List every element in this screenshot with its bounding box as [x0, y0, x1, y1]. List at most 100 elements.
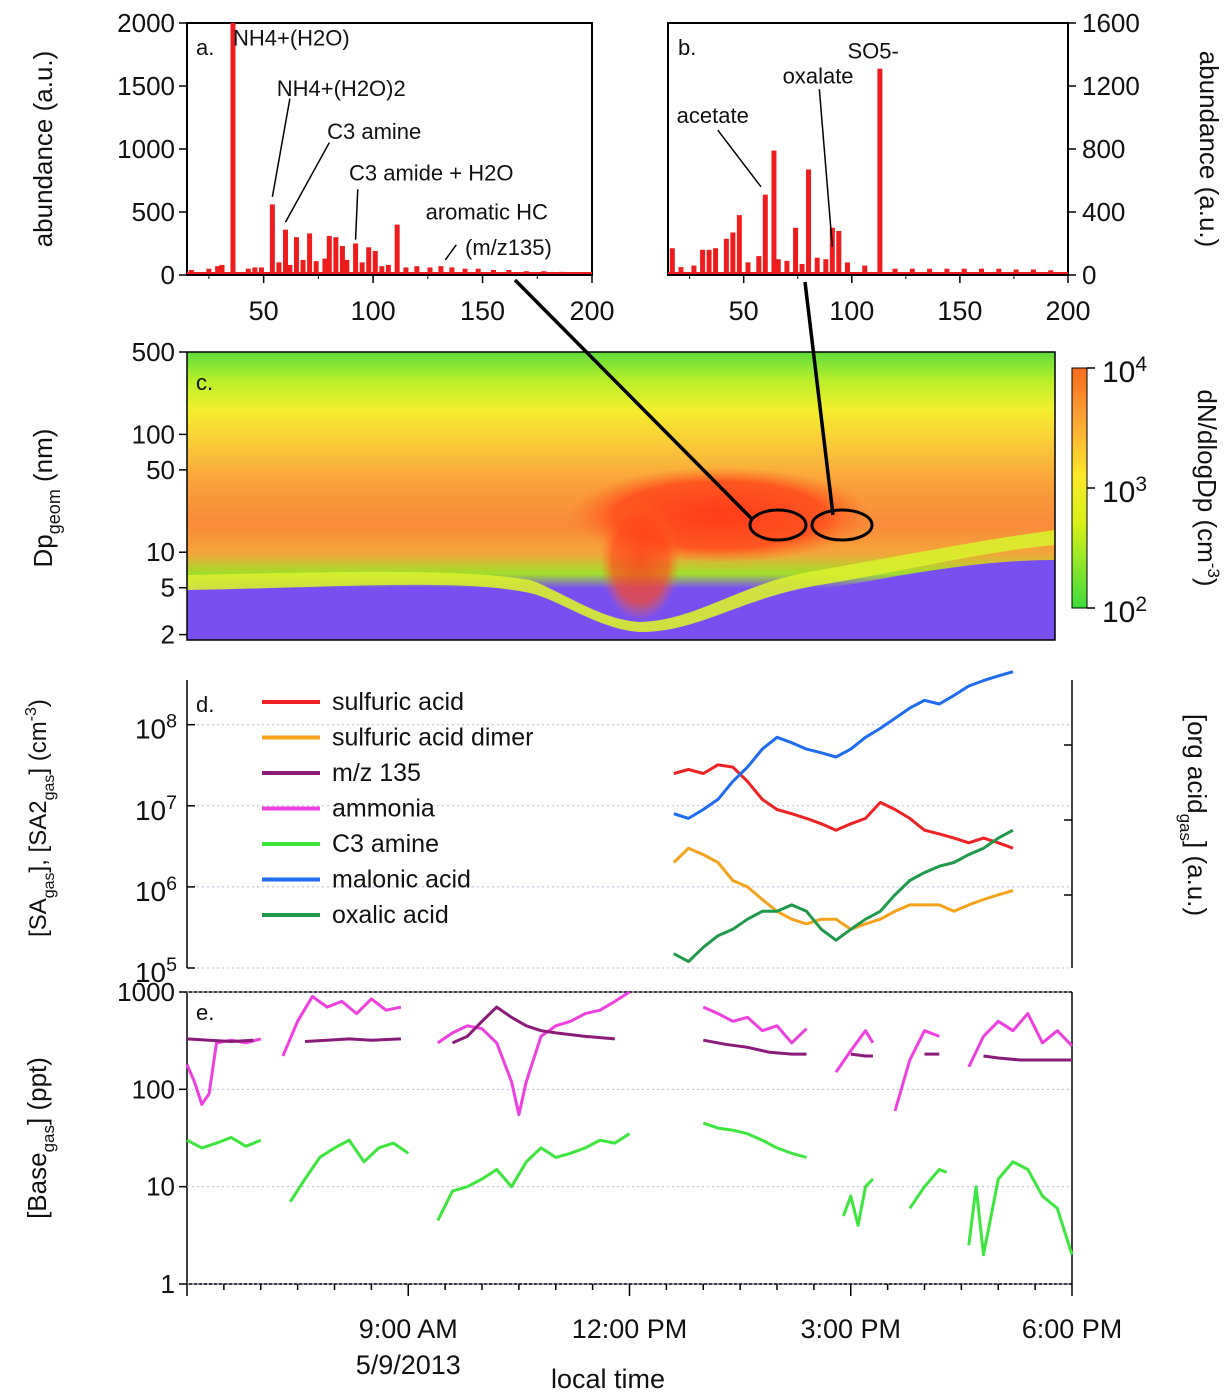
series-line-m-z-135-seg-4 — [850, 1052, 873, 1058]
series-line-m-z-135-seg-3 — [703, 1038, 807, 1056]
panel-b-bar-31 — [996, 268, 1002, 275]
panel-a-leader-1 — [284, 142, 330, 223]
panel-a-peak-label-4: aromatic HC — [426, 200, 548, 225]
panel-b-bar-7 — [730, 232, 736, 275]
panel-a-peak-label-0: NH4+(H2O) — [233, 26, 350, 51]
panel-b-bar-24 — [877, 68, 883, 275]
panel-a-peak-label-1: NH4+(H2O)2 — [277, 76, 406, 101]
panel-a-ytick-2: 1000 — [117, 134, 175, 164]
panel-b-bar-29 — [961, 268, 967, 275]
panel-b-xtick-2: 150 — [937, 296, 982, 326]
panel-d-label: d. — [196, 692, 214, 717]
panel-b-leader-0 — [717, 129, 762, 188]
panel-d-ylabel: [SAgas], [SA2gas] (cm-3) — [23, 699, 58, 937]
panel-b-bar-9 — [745, 262, 751, 275]
colorbar-tick-0: 102 — [1102, 593, 1147, 629]
panel-e-ytick-2: 100 — [132, 1074, 175, 1104]
panel-b-peak-label-2: acetate — [677, 103, 749, 128]
highlight-ellipse-1 — [748, 508, 808, 542]
panel-b-bar-15 — [793, 227, 799, 275]
panel-b-bar-11 — [762, 194, 768, 275]
x-tick-sublabel-0: 5/9/2013 — [356, 1350, 461, 1380]
series-line-ammonia-seg-0 — [185, 1037, 262, 1106]
panel-a-bar-19 — [339, 246, 345, 275]
panel-c: c. 2 5 10 50 100 500 Dpgeom (nm) 102 103 104 dN… — [28, 278, 1223, 650]
x-tick-label-3: 6:00 PM — [1022, 1314, 1123, 1344]
panel-a-ytick-1: 500 — [132, 197, 175, 227]
panel-a-bar-40 — [576, 272, 582, 275]
panel-a-bar-24 — [372, 251, 378, 275]
panel-a-bar-31 — [438, 266, 444, 275]
panel-d: d. 105 106 107 108 sulfuric acid sulfuric ac… — [23, 670, 1212, 988]
panel-a-bar-23 — [366, 247, 372, 275]
panel-a-bar-12 — [293, 237, 299, 275]
panel-a-bar-1 — [206, 268, 212, 275]
panel-e-ytick-0: 1 — [161, 1269, 175, 1299]
panel-b-bar-2 — [691, 265, 697, 275]
panel-b-bar-32 — [1013, 269, 1019, 275]
panel-a-bar-32 — [449, 267, 455, 275]
panel-a-leader-2 — [354, 189, 359, 240]
panel-b-xtick-3: 200 — [1045, 296, 1090, 326]
panel-a-xtick-0: 50 — [249, 296, 279, 326]
panel-b-ytick-4: 1600 — [1082, 8, 1140, 38]
panel-b-bar-16 — [799, 263, 805, 275]
panel-c-ytick-2: 10 — [146, 537, 175, 567]
panel-b-bar-10 — [756, 256, 762, 275]
legend-label-3: ammonia — [332, 795, 435, 823]
panel-a-bar-27 — [394, 224, 400, 275]
panel-b-bar-30 — [979, 268, 985, 275]
panel-a-bar-2 — [215, 266, 221, 275]
panel-e-ytick-3: 1000 — [117, 977, 175, 1007]
panel-c-ylabel: Dpgeom (nm) — [28, 429, 64, 568]
panel-a-bar-15 — [313, 261, 319, 275]
legend-label-6: oxalic acid — [332, 901, 449, 929]
legend-label-0: sulfuric acid — [332, 688, 464, 716]
panel-b-bar-25 — [892, 268, 898, 275]
panel-a-bar-37 — [523, 271, 529, 275]
panel-a-bar-21 — [353, 243, 359, 275]
panel-d-ytick-3: 108 — [135, 711, 177, 745]
panel-a-bar-26 — [385, 264, 391, 275]
panel-b-bar-18 — [814, 257, 820, 275]
panel-c-frame — [186, 351, 1056, 641]
panel-e: e. 1 10 100 1000 9:00 AM 5/9/2013 12:00 PM 3:0… — [22, 977, 1122, 1394]
panel-a-bar-38 — [541, 271, 547, 275]
panel-a-leader-0 — [271, 98, 291, 198]
panel-b-label: b. — [678, 35, 696, 60]
panel-a-bar-36 — [506, 269, 512, 275]
panel-a-peak-label-2: C3 amine — [327, 119, 421, 144]
panel-a-ytick-4: 2000 — [117, 8, 175, 38]
panel-b-ytick-2: 800 — [1082, 134, 1125, 164]
panel-b-leader-1 — [818, 89, 834, 247]
colorbar — [1071, 367, 1088, 609]
panel-b-ylabel: abundance (a.u.) — [1194, 51, 1224, 248]
panel-a-bar-18 — [333, 237, 339, 275]
panel-b-bar-34 — [1048, 270, 1054, 275]
panel-c-label: c. — [196, 370, 213, 395]
panel-a-bar-5 — [245, 268, 251, 275]
panel-b-bar-8 — [736, 215, 742, 275]
panel-c-ytick-4: 100 — [132, 419, 175, 449]
series-line-oxalic-acid — [673, 828, 1014, 964]
series-line-c3-amine-seg-4 — [841, 1177, 874, 1227]
panel-a-bar-13 — [300, 259, 306, 275]
connector-line-1 — [513, 278, 755, 522]
series-line-c3-amine-seg-1 — [289, 1138, 410, 1203]
panel-a-bar-30 — [427, 267, 433, 275]
series-line-malonic-acid — [673, 670, 1014, 820]
series-line-m-z-135-seg-6 — [983, 1054, 1072, 1062]
panel-b-peak-label-1: oxalate — [783, 64, 854, 89]
panel-b-baseline — [668, 272, 1068, 275]
panel-a-bar-0 — [188, 269, 194, 275]
panel-d-y2label: [org acidgas] (a.u.) — [1176, 714, 1212, 916]
panel-a-bar-6 — [252, 267, 258, 275]
panel-a-bar-35 — [490, 269, 496, 275]
panel-a-peak-label-5: (m/z135) — [465, 235, 552, 260]
panel-b-bar-22 — [844, 262, 850, 275]
panel-a-xtick-3: 200 — [569, 296, 614, 326]
panel-b-bar-33 — [1030, 269, 1036, 275]
panel-a-bar-25 — [379, 266, 385, 275]
panel-b-bar-19 — [823, 259, 829, 275]
